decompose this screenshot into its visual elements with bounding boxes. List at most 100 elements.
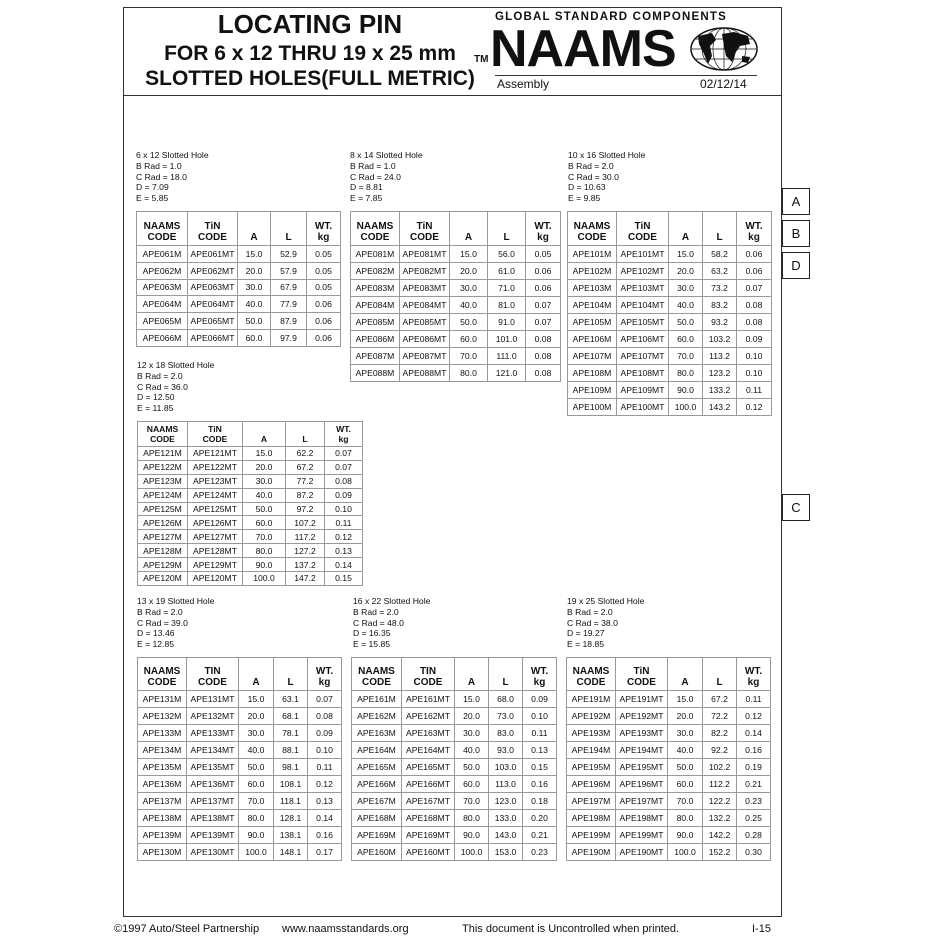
table-cell: 30.0 (242, 473, 286, 489)
table-row: APE101M APE101MT 15.0 58.2 0.06 (567, 245, 772, 263)
table-cell: APE198M (566, 809, 616, 827)
table-cell: 142.2 (702, 826, 737, 844)
table-cell: 50.0 (238, 758, 274, 776)
column-header: TiN CODE (615, 657, 668, 691)
table-cell: 0.30 (736, 843, 771, 861)
table-cell: 0.06 (306, 328, 341, 347)
table-cell: 0.20 (522, 809, 557, 827)
table-cell: APE131MT (186, 690, 239, 708)
table-cell: APE131M (137, 690, 187, 708)
table-cell: APE061M (136, 245, 188, 263)
table-cell: 30.0 (667, 724, 703, 742)
table-cell: 113.0 (488, 775, 523, 793)
table-row: APE132M APE132MT 20.0 68.1 0.08 (137, 707, 342, 725)
column-header: L (487, 211, 526, 246)
table-row: APE065M APE065MT 50.0 87.9 0.06 (136, 312, 341, 330)
column-header: WT. kg (522, 657, 557, 691)
table-cell: APE132M (137, 707, 187, 725)
table-row: APE128M APE128MT 80.0 127.2 0.13 (137, 543, 363, 559)
table-cell: 0.17 (307, 843, 342, 861)
table-cell: APE195M (566, 758, 616, 776)
table-cell: 80.0 (668, 364, 703, 382)
hole-spec: 12 x 18 Slotted Hole B Rad = 2.0 C Rad = 3… (137, 360, 214, 414)
table-cell: 97.9 (270, 328, 307, 347)
table-row: APE086M APE086MT 60.0 101.0 0.08 (350, 330, 561, 348)
spec-line: B Rad = 2.0 (567, 606, 613, 617)
table-cell: 40.0 (449, 296, 488, 314)
table-cell: 133.0 (488, 809, 523, 827)
column-header: WT. kg (307, 657, 342, 691)
section-label: Assembly (497, 77, 550, 91)
table-row: APE122M APE122MT 20.0 67.2 0.07 (137, 459, 363, 475)
table-cell: 0.07 (736, 279, 772, 297)
column-header: TiN CODE (187, 211, 238, 246)
table-row: APE082M APE082MT 20.0 61.0 0.06 (350, 262, 561, 280)
globe-icon (690, 27, 758, 71)
table-cell: 0.08 (525, 330, 561, 348)
table-cell: 30.0 (449, 279, 488, 297)
table-cell: 0.09 (522, 690, 557, 708)
table-cell: 67.9 (270, 278, 307, 297)
table-cell: APE066MT (187, 328, 238, 347)
table-cell: 83.2 (702, 296, 737, 314)
table-cell: 50.0 (454, 758, 489, 776)
spec-line: E = 7.85 (350, 193, 383, 204)
table-cell: APE082M (350, 262, 400, 280)
tab-d[interactable]: D (782, 252, 810, 279)
table-row: APE138M APE138MT 80.0 128.1 0.14 (137, 809, 342, 827)
table-cell: 93.2 (702, 313, 737, 331)
table-cell: 60.0 (238, 775, 274, 793)
column-header: A (237, 211, 271, 246)
tab-a[interactable]: A (782, 188, 810, 215)
table-row: APE061M APE061MT 15.0 52.9 0.05 (136, 245, 341, 263)
table-cell: 0.09 (324, 487, 363, 503)
table-cell: APE126M (137, 515, 188, 531)
part-table: NAAMS CODE TiN CODE A L WT. kg APE081M APE081M… (350, 211, 561, 382)
table-cell: 72.2 (702, 707, 737, 725)
spec-line: C Rad = 39.0 (137, 617, 188, 628)
table-row: APE085M APE085MT 50.0 91.0 0.07 (350, 313, 561, 331)
table-cell: 70.0 (667, 792, 703, 810)
table-cell: 87.9 (270, 312, 307, 330)
table-cell: 0.13 (522, 741, 557, 759)
website-link[interactable]: www.naamsstandards.org (282, 923, 409, 935)
table-cell: APE138M (137, 809, 187, 827)
spec-line: C Rad = 18.0 (136, 171, 187, 182)
table-cell: APE081MT (399, 245, 450, 263)
table-cell: 50.0 (668, 313, 703, 331)
table-cell: APE065M (136, 312, 188, 330)
table-cell: 70.0 (668, 347, 703, 365)
tagline: GLOBAL STANDARD COMPONENTS (495, 11, 728, 23)
table-cell: APE085M (350, 313, 400, 331)
spec-line: B Rad = 2.0 (137, 370, 183, 381)
table-cell: 80.0 (449, 364, 488, 382)
table-cell: APE064M (136, 295, 188, 314)
table-cell: 60.0 (237, 328, 271, 347)
table-row: APE162M APE162MT 20.0 73.0 0.10 (351, 707, 557, 725)
table-cell: APE062M (136, 261, 188, 280)
table-cell: 0.10 (324, 501, 363, 517)
table-row: APE160M APE160MT 100.0 153.0 0.23 (351, 843, 557, 861)
table-cell: 56.0 (487, 245, 526, 263)
table-cell: APE139MT (186, 826, 239, 844)
table-cell: APE103M (567, 279, 617, 297)
table-cell: APE105MT (616, 313, 669, 331)
table-row: APE197M APE197MT 70.0 122.2 0.23 (566, 792, 771, 810)
table-cell: 73.0 (488, 707, 523, 725)
table-cell: APE134MT (186, 741, 239, 759)
tab-c[interactable]: C (782, 494, 810, 521)
table-cell: APE123MT (187, 473, 243, 489)
spec-line: D = 7.09 (136, 182, 169, 193)
table-cell: APE127M (137, 529, 188, 545)
table-row: APE131M APE131MT 15.0 63.1 0.07 (137, 690, 342, 708)
column-header: L (270, 211, 307, 246)
column-header: TIN CODE (186, 657, 239, 691)
spec-line: C Rad = 24.0 (350, 171, 401, 182)
table-cell: 0.10 (522, 707, 557, 725)
table-row: APE191M APE191MT 15.0 67.2 0.11 (566, 690, 771, 708)
tab-b[interactable]: B (782, 220, 810, 247)
table-cell: APE100M (567, 398, 617, 416)
table-cell: APE135M (137, 758, 187, 776)
table-cell: 90.0 (454, 826, 489, 844)
spec-line: D = 8.81 (350, 182, 383, 193)
